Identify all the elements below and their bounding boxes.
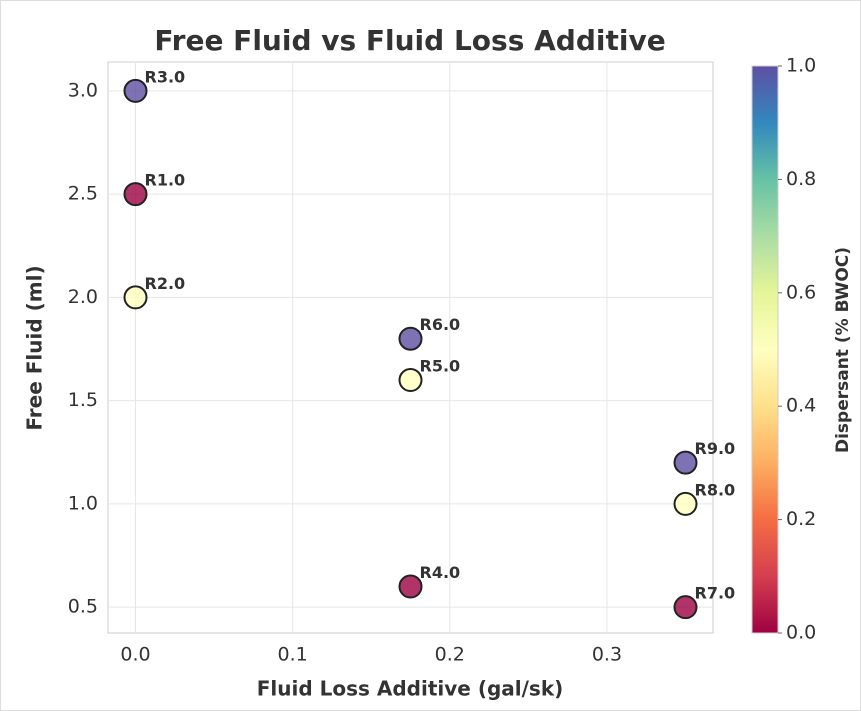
point-label: R4.0 — [420, 563, 461, 582]
point — [673, 491, 698, 516]
x-tick-label: 0.2 — [435, 644, 465, 666]
point-label: R1.0 — [145, 171, 186, 190]
chart-title: Free Fluid vs Fluid Loss Additive — [154, 24, 665, 57]
point — [123, 182, 148, 207]
x-tick-label: 0.3 — [592, 644, 622, 666]
colorbar-tick-label: 0.2 — [786, 508, 816, 530]
point-label: R3.0 — [145, 67, 186, 86]
colorbar-tick-label: 0.8 — [786, 168, 816, 190]
point — [123, 78, 148, 103]
point — [398, 326, 423, 351]
point — [673, 450, 698, 475]
point — [398, 574, 423, 599]
colorbar — [751, 65, 779, 634]
point-label: R5.0 — [420, 357, 461, 376]
colorbar-tick-label: 0.6 — [786, 281, 816, 303]
point — [398, 368, 423, 393]
point-label: R8.0 — [695, 480, 736, 499]
y-tick-label: 1.5 — [68, 389, 98, 411]
colorbar-label: Dispersant (% BWOC) — [833, 247, 853, 453]
y-tick-label: 3.0 — [68, 79, 98, 101]
point — [673, 595, 698, 620]
y-tick-label: 1.0 — [68, 492, 98, 514]
y-tick-label: 0.5 — [68, 596, 98, 618]
point-label: R9.0 — [695, 439, 736, 458]
x-tick-label: 0.0 — [120, 644, 150, 666]
y-tick-label: 2.0 — [68, 286, 98, 308]
colorbar-tick-label: 1.0 — [786, 55, 816, 77]
x-tick-label: 0.1 — [278, 644, 308, 666]
point-label: R6.0 — [420, 315, 461, 334]
colorbar-tick-label: 0.4 — [786, 395, 816, 417]
y-tick-label: 2.5 — [68, 183, 98, 205]
point — [123, 285, 148, 310]
colorbar-tick-label: 0.0 — [786, 622, 816, 644]
point-label: R7.0 — [695, 584, 736, 603]
x-axis-label: Fluid Loss Additive (gal/sk) — [257, 677, 564, 701]
point-label: R2.0 — [145, 274, 186, 293]
y-axis-label: Free Fluid (ml) — [23, 265, 47, 430]
